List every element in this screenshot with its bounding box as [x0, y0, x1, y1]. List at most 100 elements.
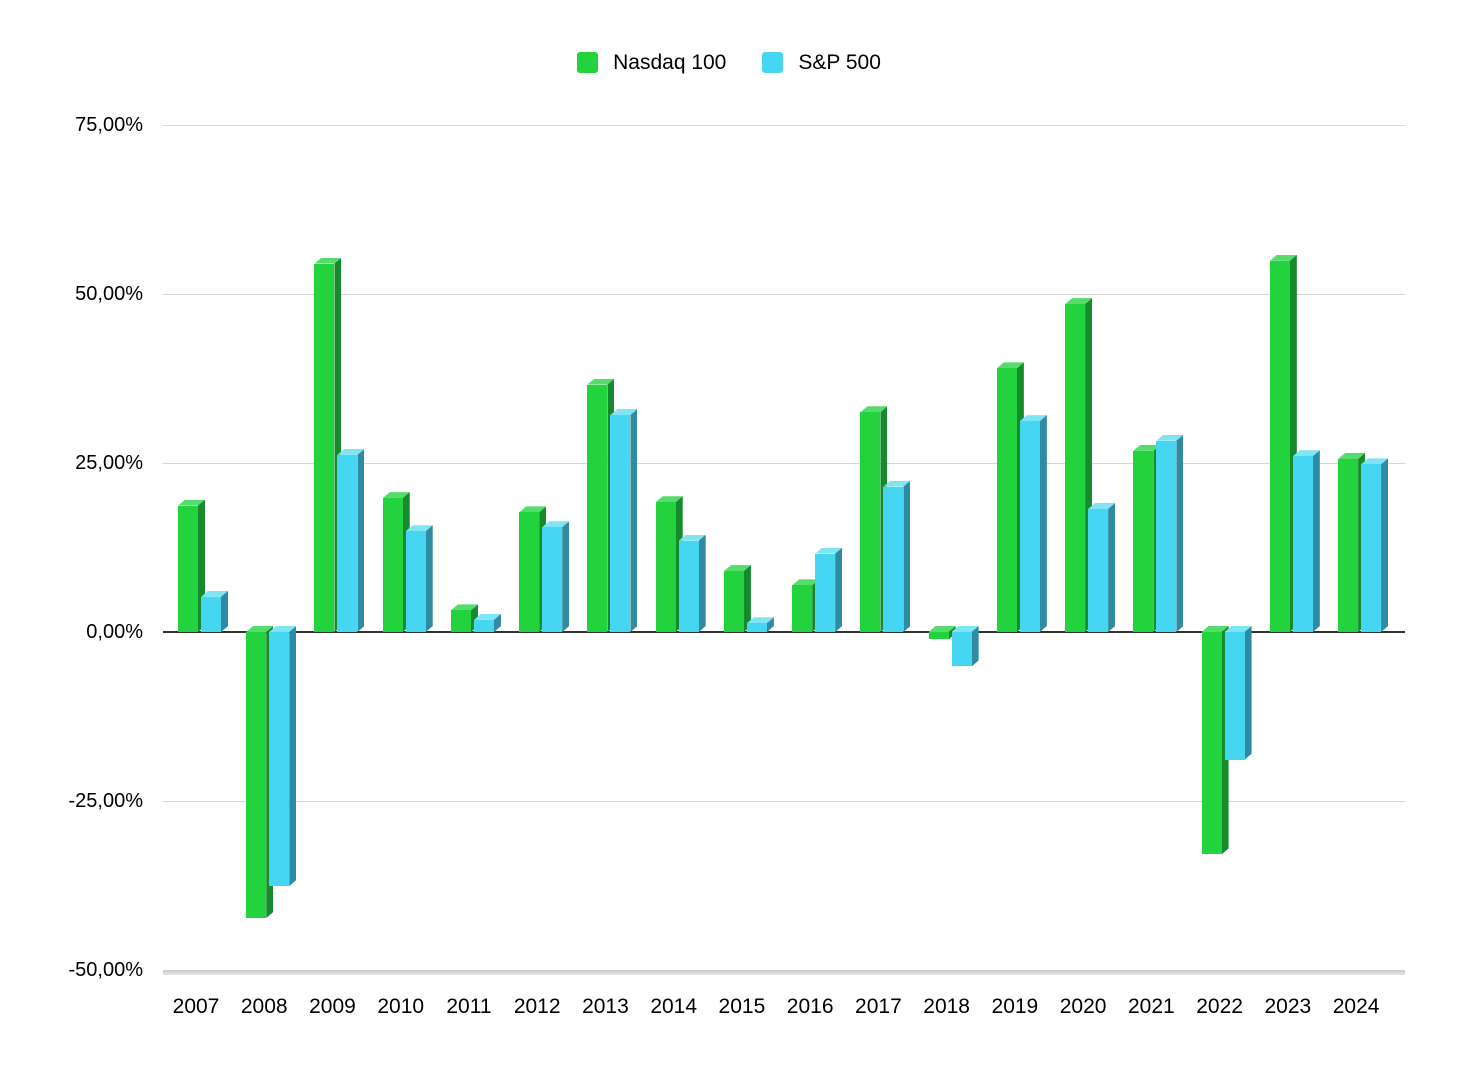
- bar-top-nasdaq100-2008: [246, 626, 273, 632]
- bar-sp500-2021[interactable]: [1156, 440, 1177, 632]
- bar-side-sp500-2011: [494, 614, 501, 632]
- bar-nasdaq100-2022[interactable]: [1201, 632, 1222, 855]
- x-axis-label-2011: 2011: [446, 995, 492, 1018]
- bar-nasdaq100-2016[interactable]: [792, 585, 813, 632]
- bar-nasdaq100-2013[interactable]: [587, 384, 608, 632]
- bar-nasdaq100-2020[interactable]: [1065, 304, 1086, 632]
- bar-sp500-2014[interactable]: [678, 540, 699, 632]
- x-axis-label-2015: 2015: [718, 995, 766, 1018]
- bar-top-nasdaq100-2012: [519, 506, 546, 512]
- bar-nasdaq100-2014[interactable]: [655, 502, 676, 632]
- bar-sp500-2024[interactable]: [1361, 464, 1382, 632]
- bar-nasdaq100-2023[interactable]: [1269, 260, 1290, 632]
- y-axis-tick-label: 75,00%: [75, 114, 143, 136]
- bar-sp500-2011[interactable]: [473, 619, 494, 632]
- bar-top-sp500-2023: [1293, 450, 1320, 456]
- bar-sp500-2022[interactable]: [1224, 632, 1245, 760]
- bar-top-sp500-2022: [1225, 626, 1252, 632]
- bar-side-sp500-2009: [357, 449, 364, 632]
- bar-side-nasdaq100-2007: [198, 500, 205, 632]
- bar-nasdaq100-2008[interactable]: [246, 632, 267, 918]
- y-axis-tick-label: 25,00%: [75, 452, 143, 474]
- bar-nasdaq100-2017[interactable]: [860, 412, 881, 632]
- bar-side-nasdaq100-2011: [471, 604, 478, 632]
- bar-sp500-2019[interactable]: [1019, 421, 1040, 632]
- bar-sp500-2013[interactable]: [610, 415, 631, 632]
- bar-side-sp500-2024: [1381, 458, 1388, 632]
- bar-top-sp500-2017: [883, 481, 910, 487]
- bar-top-nasdaq100-2019: [997, 362, 1024, 368]
- bar-top-nasdaq100-2023: [1270, 255, 1297, 261]
- bar-side-sp500-2018: [972, 626, 979, 666]
- gridline-75: [163, 125, 1405, 126]
- bar-nasdaq100-2024[interactable]: [1338, 458, 1359, 632]
- bar-top-sp500-2012: [542, 521, 569, 527]
- bar-top-nasdaq100-2013: [587, 379, 614, 385]
- chart-legend: Nasdaq 100 S&P 500: [0, 52, 1458, 73]
- bar-top-nasdaq100-2009: [314, 258, 341, 264]
- bar-top-nasdaq100-2018: [929, 626, 956, 632]
- bar-side-sp500-2016: [835, 548, 842, 632]
- bar-nasdaq100-2007[interactable]: [178, 505, 198, 632]
- bar-top-nasdaq100-2015: [724, 565, 751, 571]
- bar-nasdaq100-2019[interactable]: [996, 368, 1017, 632]
- bar-side-sp500-2007: [221, 591, 228, 632]
- bar-top-sp500-2007: [201, 591, 228, 597]
- x-axis-label-2013: 2013: [582, 995, 629, 1018]
- bar-top-nasdaq100-2021: [1133, 445, 1160, 451]
- bar-sp500-2020[interactable]: [1088, 508, 1109, 632]
- sp500-color-swatch-icon: [762, 52, 784, 73]
- bar-top-sp500-2024: [1361, 458, 1388, 464]
- bar-sp500-2008[interactable]: [269, 632, 290, 887]
- bar-top-sp500-2019: [1020, 415, 1047, 421]
- bar-top-nasdaq100-2016: [792, 579, 819, 585]
- bar-nasdaq100-2012[interactable]: [519, 512, 540, 632]
- y-axis-tick-label: 0,00%: [86, 621, 143, 643]
- x-axis-label-2019: 2019: [991, 995, 1039, 1018]
- bar-sp500-2009[interactable]: [337, 454, 358, 632]
- bar-nasdaq100-2015[interactable]: [723, 571, 744, 632]
- bar-top-nasdaq100-2024: [1338, 453, 1365, 459]
- bar-top-sp500-2013: [610, 409, 637, 415]
- bar-top-nasdaq100-2010: [383, 492, 410, 498]
- bar-nasdaq100-2011[interactable]: [450, 610, 471, 632]
- legend-label-nasdaq: Nasdaq 100: [613, 51, 727, 74]
- bar-side-sp500-2012: [562, 521, 569, 632]
- bar-side-sp500-2021: [1176, 435, 1183, 632]
- x-axis-label-2012: 2012: [513, 995, 561, 1018]
- legend-item-nasdaq[interactable]: Nasdaq 100: [577, 52, 726, 73]
- bar-sp500-2015[interactable]: [746, 623, 767, 632]
- bar-nasdaq100-2010[interactable]: [382, 498, 403, 632]
- x-axis-label-2014: 2014: [650, 995, 698, 1018]
- bar-nasdaq100-2021[interactable]: [1133, 450, 1154, 632]
- bar-side-sp500-2014: [699, 535, 706, 632]
- bar-top-nasdaq100-2017: [860, 406, 887, 412]
- bar-nasdaq100-2009[interactable]: [314, 263, 335, 632]
- bar-top-nasdaq100-2011: [451, 604, 478, 610]
- bar-sp500-2010[interactable]: [405, 531, 426, 632]
- y-axis-tick-label: -50,00%: [68, 959, 144, 981]
- gridline--25: [163, 801, 1405, 802]
- x-axis-label-2022: 2022: [1196, 995, 1243, 1018]
- bar-top-sp500-2018: [952, 626, 979, 632]
- x-axis-label-2018: 2018: [923, 995, 970, 1018]
- bar-side-nasdaq100-2023: [1290, 255, 1297, 632]
- bar-top-sp500-2014: [679, 535, 706, 541]
- bar-side-sp500-2022: [1245, 626, 1252, 760]
- bar-side-sp500-2010: [426, 525, 433, 632]
- bar-sp500-2012[interactable]: [542, 527, 563, 632]
- bar-sp500-2018[interactable]: [951, 632, 972, 667]
- bar-side-sp500-2013: [630, 409, 637, 632]
- bar-sp500-2023[interactable]: [1292, 456, 1313, 632]
- x-axis-label-2024: 2024: [1332, 995, 1380, 1018]
- x-axis-label-2010: 2010: [377, 995, 425, 1018]
- bar-top-sp500-2011: [474, 614, 501, 620]
- y-axis-tick-label: -25,00%: [68, 790, 144, 812]
- bar-sp500-2007[interactable]: [201, 596, 221, 632]
- legend-item-sp500[interactable]: S&P 500: [762, 52, 881, 73]
- bar-sp500-2016[interactable]: [815, 553, 836, 632]
- bar-nasdaq100-2018[interactable]: [928, 632, 949, 640]
- gridline-25: [163, 463, 1405, 464]
- bar-side-sp500-2020: [1108, 503, 1115, 632]
- bar-sp500-2017[interactable]: [883, 486, 904, 632]
